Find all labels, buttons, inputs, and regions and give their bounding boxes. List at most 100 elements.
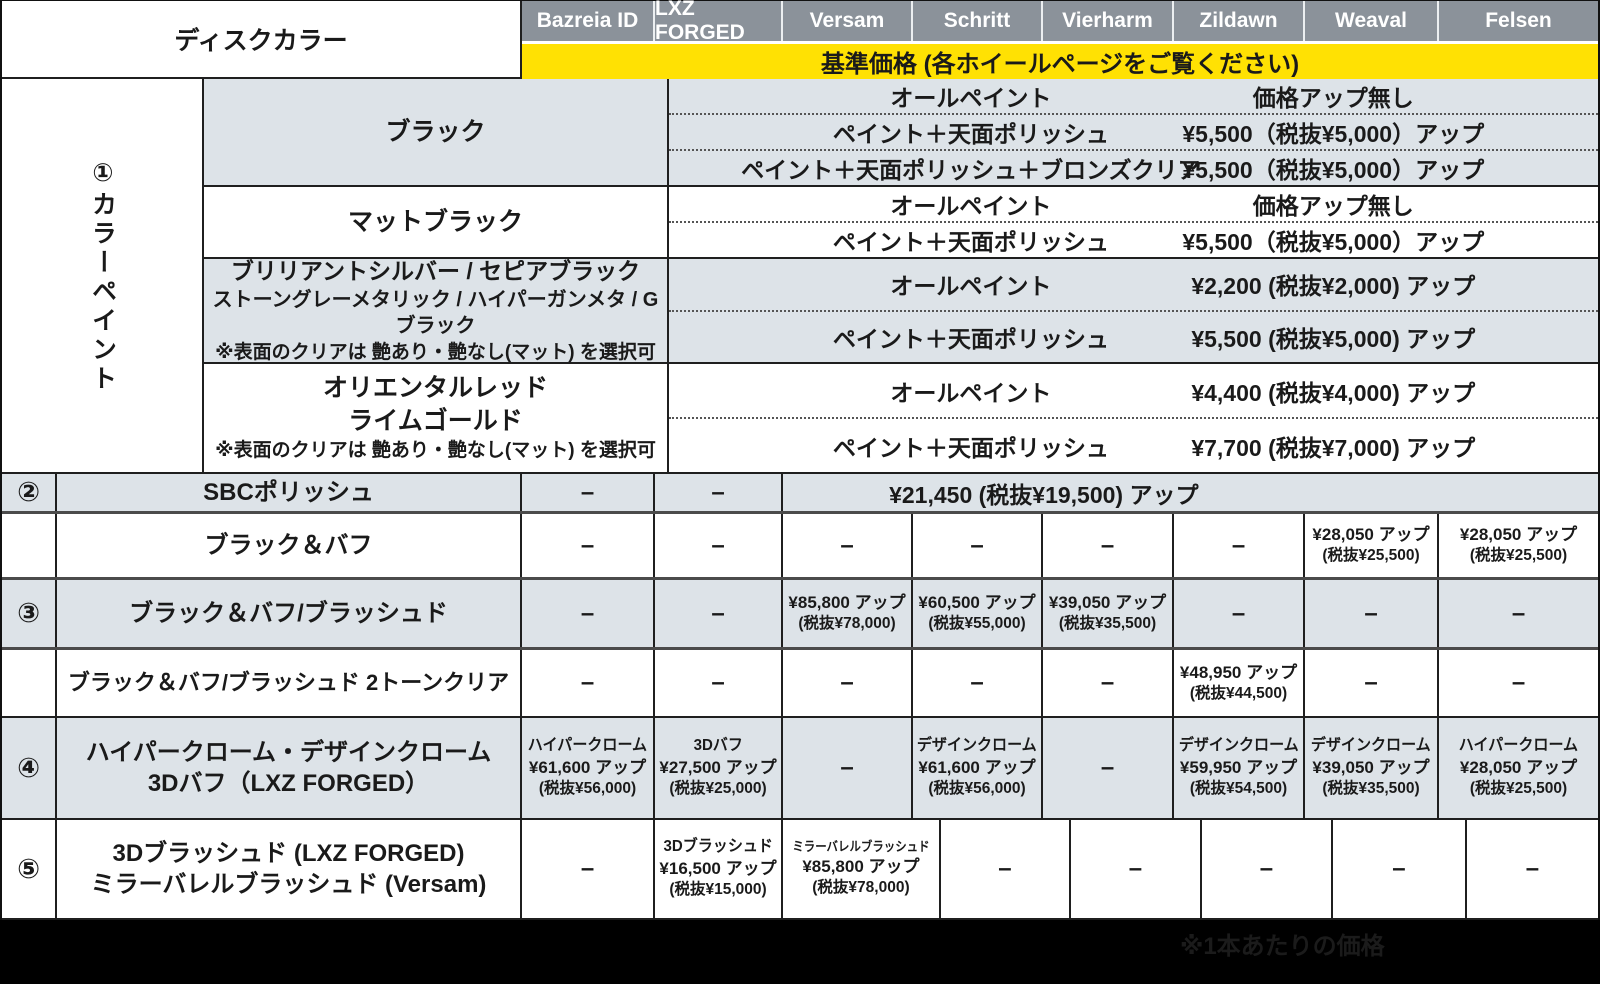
wheel-header-versam: Versam	[783, 1, 913, 41]
dash-cell: –	[1202, 820, 1333, 918]
price-cell-felsen: ¥28,050 アップ (税抜¥25,500)	[1459, 525, 1578, 565]
price-cell-weaval: デザインクローム ¥39,050 アップ (税抜¥35,500)	[1305, 718, 1439, 818]
price-cell-schritt: ¥60,500 アップ (税抜¥55,000)	[913, 580, 1043, 647]
option-desc: オールペイント	[890, 379, 1052, 406]
option-row: ペイント＋天面ポリッシュ＋ブロンズクリア ¥5,500（税抜¥5,000）アップ	[669, 149, 1598, 185]
option-desc: ペイント＋天面ポリッシュ＋ブロンズクリア	[741, 157, 1201, 183]
wheel-header-weaval: Weaval	[1305, 1, 1439, 41]
dash-cell: –	[1333, 820, 1467, 918]
row-black-buff-brushed-label: ブラック＆バフ/ブラッシュド	[57, 580, 522, 647]
table-header: ディスクカラー Bazreia ID LXZ FORGED Versam Sch…	[2, 0, 1598, 79]
option-desc: ペイント＋天面ポリッシュ	[832, 325, 1109, 352]
option-row: オールペイント ¥2,200 (税抜¥2,000) アップ	[669, 259, 1598, 310]
group3-number-cell-spacer	[2, 514, 57, 577]
row-brilliant-silver: ブリリアントシルバー / セピアブラック ストーングレーメタリック / ハイパーガ…	[204, 257, 1598, 363]
price-cell-zildawn: ¥48,950 アップ (税抜¥44,500)	[1174, 650, 1305, 716]
option-price: ¥5,500（税抜¥5,000）アップ	[1182, 229, 1485, 255]
row-black-label: ブラック	[204, 79, 669, 185]
wheel-header-schritt: Schritt	[913, 1, 1043, 41]
footer-black-bar: ※1本あたりの価格	[0, 920, 1600, 984]
row-matte-black: マットブラック オールペイント 価格アップ無し ペイント＋天面ポリッシュ ¥5,…	[204, 185, 1598, 257]
dash-cell: –	[783, 514, 913, 577]
price-cell-bazreia: ハイパークローム ¥61,600 アップ (税抜¥56,000)	[522, 718, 655, 818]
row-black-buff: ブラック＆バフ – – – – – – ¥28,050 アップ (税抜¥25,50…	[2, 514, 1598, 580]
group1-color-paint-section: ①カラーペイント ブラック オールペイント 価格アップ無し ペイント＋天面ポリッ…	[2, 79, 1598, 474]
wheel-header-vierharm: Vierharm	[1043, 1, 1174, 41]
dash-cell: –	[655, 580, 783, 647]
dash-cell: –	[522, 474, 655, 511]
option-desc: ペイント＋天面ポリッシュ	[832, 434, 1109, 461]
group2-number-cell: ②	[2, 474, 57, 511]
option-row: オールペイント 価格アップ無し	[669, 187, 1598, 221]
wheel-header-row: Bazreia ID LXZ FORGED Versam Schritt Vie…	[522, 0, 1598, 44]
price-cell-zildawn: デザインクローム ¥59,950 アップ (税抜¥54,500)	[1174, 718, 1305, 818]
group5-number-cell: ⑤	[2, 820, 57, 918]
option-row: オールペイント 価格アップ無し	[669, 79, 1598, 113]
row-sbc-polish-label: SBCポリッシュ	[57, 474, 522, 511]
option-price: ¥5,500 (税抜¥5,000) アップ	[1191, 325, 1476, 352]
option-row: ペイント＋天面ポリッシュ ¥5,500（税抜¥5,000）アップ	[669, 221, 1598, 257]
dash-cell: –	[1043, 650, 1174, 716]
row-black: ブラック オールペイント 価格アップ無し ペイント＋天面ポリッシュ ¥5,500…	[204, 79, 1598, 185]
row-sbc-polish: ② SBCポリッシュ – – ¥21,450 (税抜¥19,500) アップ	[2, 474, 1598, 514]
price-cell-versam: ミラーバレルブラッシュド ¥85,800 アップ (税抜¥78,000)	[783, 820, 941, 918]
dash-cell: –	[655, 514, 783, 577]
wheel-header-zildawn: Zildawn	[1174, 1, 1305, 41]
price-cell-versam: ¥85,800 アップ (税抜¥78,000)	[783, 580, 913, 647]
dash-cell: –	[1043, 718, 1174, 818]
dash-cell: –	[1305, 580, 1439, 647]
price-cell-schritt: デザインクローム ¥61,600 アップ (税抜¥56,000)	[913, 718, 1043, 818]
group1-vertical-label: ①カラーペイント	[88, 157, 117, 394]
option-desc: ペイント＋天面ポリッシュ	[832, 121, 1109, 147]
option-row: ペイント＋天面ポリッシュ ¥7,700 (税抜¥7,000) アップ	[669, 417, 1598, 472]
wheel-header-lxz-forged: LXZ FORGED	[655, 0, 783, 44]
disc-color-price-table: ディスクカラー Bazreia ID LXZ FORGED Versam Sch…	[0, 0, 1600, 920]
row-3d-brushed: ⑤ 3Dブラッシュド (LXZ FORGED) ミラーバレルブラッシュド (Ver…	[2, 820, 1598, 920]
price-cell-lxz: 3Dバフ ¥27,500 アップ (税抜¥25,000)	[655, 718, 783, 818]
dash-cell: –	[783, 718, 913, 818]
option-row: ペイント＋天面ポリッシュ ¥5,500（税抜¥5,000）アップ	[669, 113, 1598, 149]
option-desc: ペイント＋天面ポリッシュ	[832, 229, 1109, 255]
option-price: ¥5,500（税抜¥5,000）アップ	[1182, 121, 1485, 147]
row-hyper-design-chrome-label: ハイパークローム・デザインクローム 3Dバフ（LXZ FORGED）	[57, 718, 522, 818]
row-oriental-red: オリエンタルレッド ライムゴールド ※表面のクリアは 艶あり・艶なし(マット) を選…	[204, 362, 1598, 472]
dash-cell: –	[522, 580, 655, 647]
dash-cell: –	[655, 474, 783, 511]
option-desc: オールペイント	[890, 273, 1052, 300]
price-cell-vierharm: ¥39,050 アップ (税抜¥35,500)	[1043, 580, 1174, 647]
dash-cell: –	[913, 514, 1043, 577]
row-black-buff-label: ブラック＆バフ	[57, 514, 522, 577]
base-price-banner: 基準価格 (各ホイールページをご覧ください)	[522, 41, 1598, 79]
row-2tone-label: ブラック＆バフ/ブラッシュド 2トーンクリア	[57, 650, 522, 716]
option-desc: オールペイント	[890, 85, 1052, 111]
row-hyper-design-chrome: ④ ハイパークローム・デザインクローム 3Dバフ（LXZ FORGED） ハイパー…	[2, 718, 1598, 820]
dash-cell: –	[1511, 669, 1526, 696]
option-desc: オールペイント	[890, 193, 1052, 219]
dash-cell: –	[1174, 580, 1305, 647]
dash-cell: –	[941, 820, 1071, 918]
disc-color-header-cell: ディスクカラー	[2, 1, 522, 77]
dash-cell: –	[1071, 820, 1202, 918]
dash-cell: –	[1511, 599, 1526, 627]
row-black-buff-brushed-2tone: ブラック＆バフ/ブラッシュド 2トーンクリア – – – – – ¥48,950…	[2, 650, 1598, 718]
row-matte-black-label: マットブラック	[204, 187, 669, 257]
sbc-merged-price-cell: ¥21,450 (税抜¥19,500) アップ	[783, 474, 1598, 511]
option-price: ¥2,200 (税抜¥2,000) アップ	[1191, 273, 1476, 300]
sbc-price: ¥21,450 (税抜¥19,500) アップ	[889, 481, 1199, 508]
group3-number-cell-spacer	[2, 650, 57, 716]
dash-cell: –	[783, 650, 913, 716]
option-row: オールペイント ¥4,400 (税抜¥4,000) アップ	[669, 364, 1598, 417]
option-price: ¥7,700 (税抜¥7,000) アップ	[1191, 434, 1476, 461]
dash-cell: –	[1305, 650, 1439, 716]
footer-note: ※1本あたりの価格	[1180, 933, 1385, 960]
dash-cell: –	[1525, 855, 1540, 882]
row-black-buff-brushed: ③ ブラック＆バフ/ブラッシュド – – ¥85,800 アップ (税抜¥78,0…	[2, 580, 1598, 650]
group4-number-cell: ④	[2, 718, 57, 818]
dash-cell: –	[913, 650, 1043, 716]
dash-cell: –	[522, 650, 655, 716]
option-price: 価格アップ無し	[1252, 193, 1414, 219]
row-brilliant-silver-label: ブリリアントシルバー / セピアブラック ストーングレーメタリック / ハイパーガ…	[204, 258, 669, 363]
option-price: ¥5,500（税抜¥5,000）アップ	[1182, 157, 1485, 183]
price-cell-felsen: ハイパークローム ¥28,050 アップ (税抜¥25,500)	[1458, 737, 1579, 798]
dash-cell: –	[522, 514, 655, 577]
